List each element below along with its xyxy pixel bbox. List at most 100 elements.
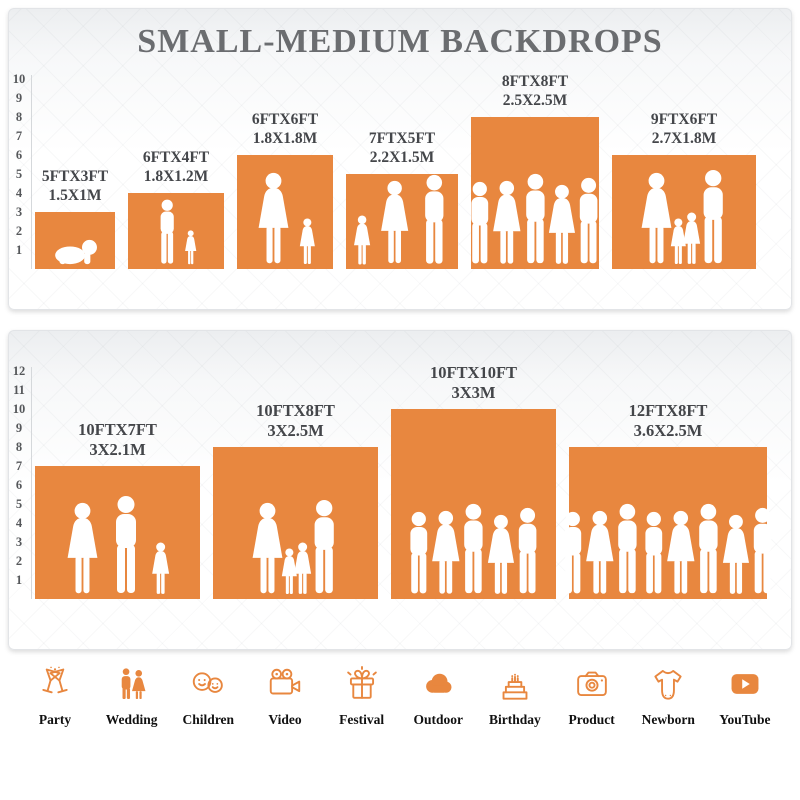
birthday-icon: [496, 665, 534, 703]
axis-tick: 9: [15, 91, 23, 105]
party-icon: [36, 665, 74, 703]
woman-silhouette: [253, 172, 294, 265]
category-youtube: YouTube: [712, 665, 778, 728]
product-icon: [573, 665, 611, 703]
size-chart-panel-small-medium: SMALL-MEDIUM BACKDROPS 1 2 3 4 5 6 7 8 9 10 5FTX3F…: [8, 8, 792, 310]
axis-tick: 7: [15, 129, 23, 143]
category-label: Newborn: [641, 712, 695, 727]
size-ft-label: 8FTX8FT: [501, 73, 569, 91]
y-axis-line: [31, 75, 32, 269]
bar-size-label: 8FTX8FT 2.5X2.5M: [502, 73, 568, 111]
man-silhouette: [305, 499, 343, 595]
page-title: SMALL-MEDIUM BACKDROPS: [137, 23, 663, 60]
backdrop-bar: 8FTX8FT 2.5X2.5M: [471, 73, 599, 269]
bar-size-label: 10FTX8FT 3X2.5M: [256, 401, 335, 441]
bar-size-label: 9FTX6FT 2.7X1.8M: [651, 111, 717, 149]
wedding-icon: [113, 665, 151, 703]
man-silhouette: [510, 507, 545, 595]
size-m-label: 2.2X1.5M: [369, 149, 435, 167]
backdrop-rect: [213, 447, 378, 599]
category-festival: Festival: [329, 665, 395, 728]
size-ft-label: 10FTX8FT: [256, 400, 335, 420]
axis-tick: 1: [15, 573, 23, 587]
axis-tick: 10: [12, 72, 26, 86]
y-axis: 1 2 3 4 5 6 7 8 9 10 11 12: [9, 331, 33, 649]
bar-size-label: 5FTX3FT 1.5X1M: [42, 168, 108, 206]
size-ft-label: 10FTX10FT: [429, 362, 518, 382]
size-ft-label: 9FTX6FT: [650, 111, 718, 129]
backdrop-rect: [612, 155, 756, 269]
bars-row: 10FTX7FT 3X2.1M 10FTX8FT 3X2.5M 10FTX10FT 3X3…: [35, 363, 767, 599]
category-label: Children: [182, 712, 235, 727]
bars-row: 5FTX3FT 1.5X1M 6FTX4FT 1.8X1.2M 6FTX6FT 1.8X1…: [35, 73, 756, 269]
category-label: Party: [38, 712, 72, 727]
category-label: Outdoor: [413, 712, 464, 727]
girl-silhouette: [351, 215, 373, 266]
backdrop-bar: 10FTX10FT 3X3M: [391, 363, 556, 599]
size-m-label: 1.8X1.2M: [143, 168, 209, 186]
size-ft-label: 6FTX4FT: [142, 149, 210, 167]
axis-tick: 11: [13, 383, 25, 397]
axis-tick: 2: [15, 224, 23, 238]
backdrop-rect: [237, 155, 333, 269]
backdrop-bar: 6FTX6FT 1.8X1.8M: [237, 111, 333, 269]
backdrop-bar: 10FTX7FT 3X2.1M: [35, 420, 200, 599]
category-product: Product: [559, 665, 625, 728]
axis-tick: 2: [15, 554, 23, 568]
category-label: Product: [568, 712, 615, 727]
bar-size-label: 10FTX7FT 3X2.1M: [78, 420, 157, 460]
axis-tick: 6: [15, 478, 23, 492]
outdoor-icon: [419, 665, 457, 703]
backdrop-bar: 9FTX6FT 2.7X1.8M: [612, 111, 756, 269]
bar-size-label: 10FTX10FT 3X3M: [430, 363, 517, 403]
crawling-baby-silhouette: [49, 235, 102, 265]
size-ft-label: 7FTX5FT: [368, 130, 436, 148]
category-label: YouTube: [719, 712, 771, 727]
size-m-label: 1.8X1.8M: [252, 130, 318, 148]
axis-tick: 3: [15, 205, 23, 219]
man-silhouette: [154, 199, 180, 265]
size-m-label: 3.6X2.5M: [633, 420, 703, 440]
backdrop-rect: [35, 212, 115, 269]
category-outdoor: Outdoor: [405, 665, 471, 728]
backdrop-rect: [391, 409, 556, 599]
category-row: Party Wedding Children Video Festival Outdoor…: [0, 665, 800, 728]
axis-tick: 6: [15, 148, 23, 162]
girl-silhouette: [149, 542, 172, 595]
category-wedding: Wedding: [99, 665, 165, 728]
backdrop-rect: [569, 447, 767, 599]
backdrop-size-chart-2: 1 2 3 4 5 6 7 8 9 10 11 12 10FTX7FT 3X2.1M 10FTX8FT 3X2…: [9, 331, 791, 649]
category-video: Video: [252, 665, 318, 728]
axis-tick: 4: [15, 186, 23, 200]
man-silhouette: [745, 507, 780, 595]
category-birthday: Birthday: [482, 665, 548, 728]
axis-tick: 5: [15, 167, 23, 181]
size-m-label: 3X2.5M: [267, 420, 324, 440]
size-m-label: 3X3M: [451, 382, 496, 402]
backdrop-bar: 12FTX8FT 3.6X2.5M: [569, 401, 767, 599]
size-chart-panel-large: 1 2 3 4 5 6 7 8 9 10 11 12 10FTX7FT 3X2.1M 10FTX8FT 3X2…: [8, 330, 792, 650]
youtube-icon: [726, 665, 764, 703]
bar-size-label: 6FTX4FT 1.8X1.2M: [143, 149, 209, 187]
y-axis: 1 2 3 4 5 6 7 8 9 10: [9, 9, 33, 309]
size-m-label: 2.7X1.8M: [651, 130, 717, 148]
axis-tick: 9: [15, 421, 23, 435]
axis-tick: 12: [12, 364, 26, 378]
woman-silhouette: [376, 180, 413, 265]
size-ft-label: 12FTX8FT: [628, 400, 708, 420]
category-newborn: Newborn: [635, 665, 701, 728]
axis-tick: 3: [15, 535, 23, 549]
axis-tick: 7: [15, 459, 23, 473]
backdrop-bar: 6FTX4FT 1.8X1.2M: [128, 149, 224, 269]
man-silhouette: [571, 177, 606, 265]
backdrop-rect: [35, 466, 200, 599]
festival-icon: [343, 665, 381, 703]
backdrop-rect: [128, 193, 224, 269]
size-ft-label: 6FTX6FT: [251, 111, 319, 129]
category-label: Birthday: [489, 712, 541, 727]
bar-size-label: 6FTX6FT 1.8X1.8M: [252, 111, 318, 149]
category-label: Wedding: [105, 712, 158, 727]
man-silhouette: [106, 495, 146, 595]
children-icon: [189, 665, 227, 703]
